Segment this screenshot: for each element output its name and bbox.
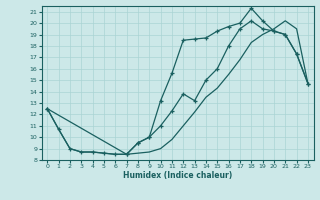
X-axis label: Humidex (Indice chaleur): Humidex (Indice chaleur) (123, 171, 232, 180)
